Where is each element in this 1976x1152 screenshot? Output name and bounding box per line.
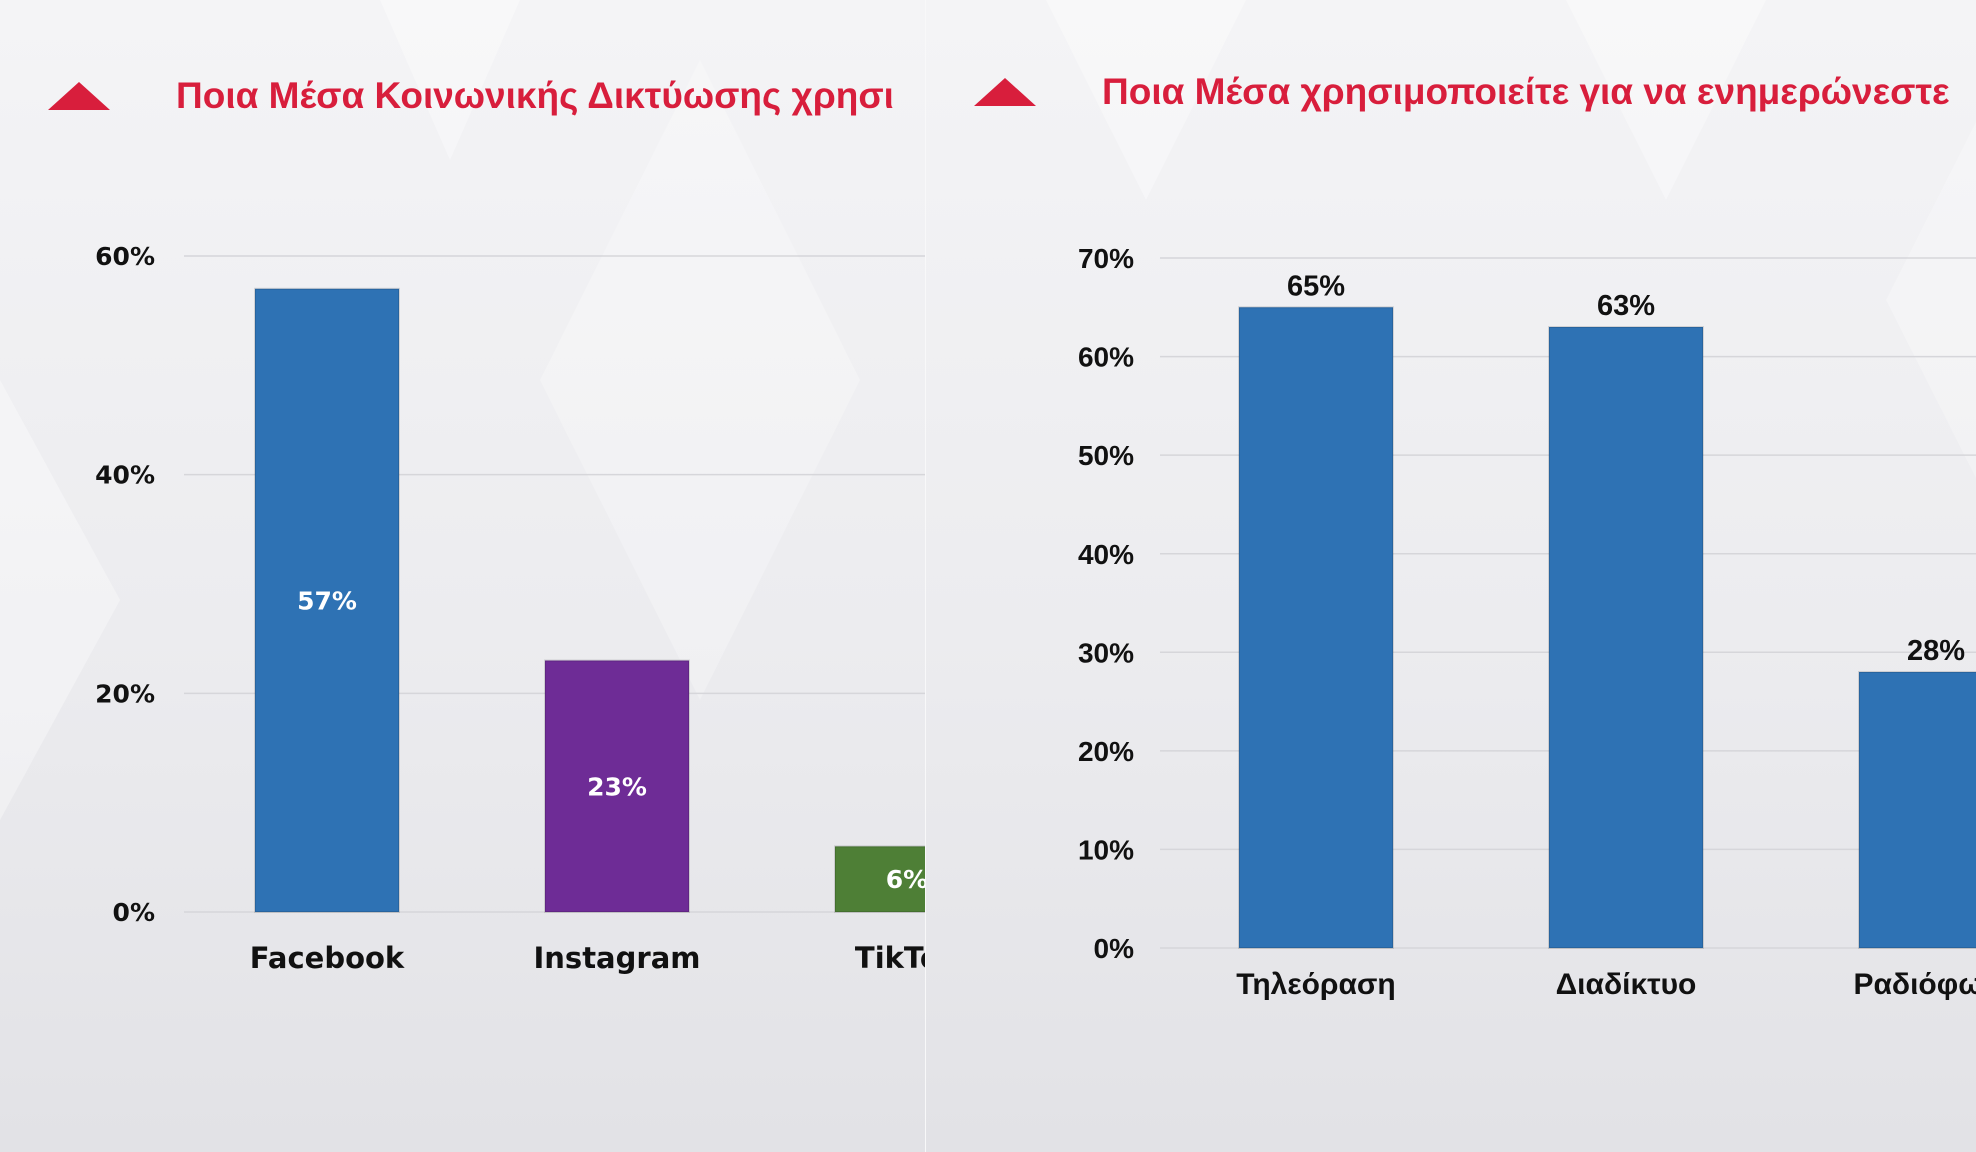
x-tick-label: Ραδιόφωνο (1853, 968, 1976, 1001)
y-tick-label: 20% (1078, 736, 1134, 767)
x-tick-label: Τηλεόραση (1236, 968, 1396, 1001)
red-triangle-icon (974, 78, 1036, 106)
data-label: 63% (1597, 290, 1655, 322)
y-tick-label: 40% (1078, 539, 1134, 570)
bar-0-1 (544, 659, 690, 913)
y-tick-label: 50% (1078, 440, 1134, 471)
data-label: 65% (1287, 270, 1345, 302)
data-label: 28% (1907, 635, 1965, 667)
red-triangle-icon (48, 82, 110, 110)
data-label: 57% (297, 586, 357, 615)
y-tick-label: 40% (95, 461, 155, 490)
bar-1-1 (1548, 326, 1704, 949)
chart-title: Ποια Μέσα χρησιμοποιείτε για να ενημερών… (1102, 71, 1950, 112)
background-pattern (0, 0, 860, 820)
x-tick-label: Διαδίκτυο (1556, 968, 1697, 1001)
x-tick-label: Instagram (534, 941, 701, 975)
y-tick-label: 10% (1078, 835, 1134, 866)
y-tick-label: 20% (95, 679, 155, 708)
bar-chart-news-media: 0% 10% 20% 30% 40% 50% 60% 70% 65% Τηλεόραση 63% Δι… (1078, 243, 1976, 1001)
y-tick-label: 70% (1078, 243, 1134, 274)
bar-0-2 (834, 845, 925, 914)
bar-1-2 (1858, 671, 1976, 949)
y-tick-label: 30% (1078, 637, 1134, 668)
chart-title: Ποια Μέσα Κοινωνικής Δικτύωσης χρησι (176, 75, 894, 116)
y-tick-label: 0% (1094, 933, 1135, 964)
background-pattern (1046, 0, 1976, 479)
data-label: 23% (587, 772, 647, 801)
bar-0-0 (254, 287, 400, 913)
data-label: 6% (886, 865, 925, 894)
bar-1-0 (1238, 306, 1394, 949)
x-tick-label: Facebook (250, 941, 405, 975)
x-tick-label: TikTok (855, 941, 925, 975)
bar-chart-social-media: 0% 20% 40% 60% 57% Facebook 23% Instagram 6% TikT… (95, 242, 925, 975)
right-chart-panel: Ποια Μέσα χρησιμοποιείτε για να ενημερών… (925, 0, 1976, 1152)
y-tick-label: 0% (113, 898, 155, 927)
y-tick-label: 60% (1078, 342, 1134, 373)
left-chart-panel: Ποια Μέσα Κοινωνικής Δικτύωσης χρησι 0% 2… (0, 0, 925, 1152)
y-tick-label: 60% (95, 242, 155, 271)
